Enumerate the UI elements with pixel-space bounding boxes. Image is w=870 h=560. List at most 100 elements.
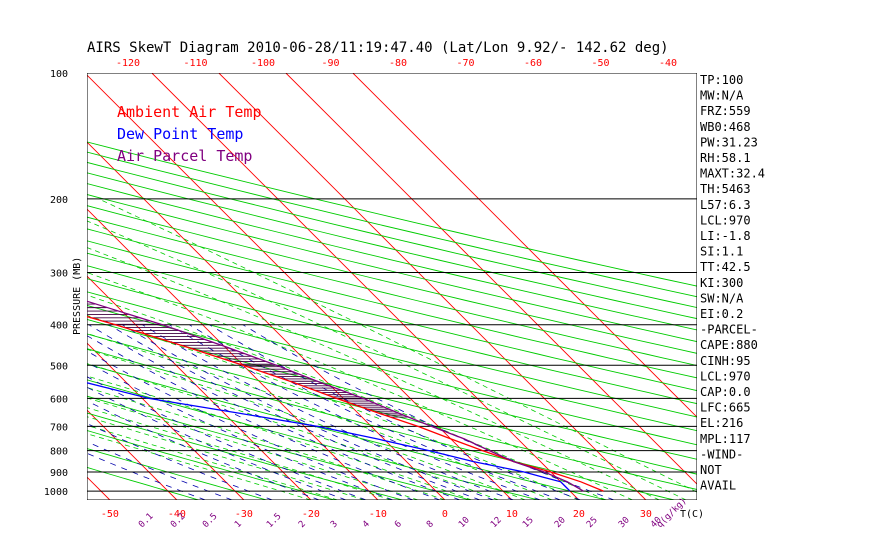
dry-adiabat-line xyxy=(87,194,697,343)
top-temp-tick-label: -50 xyxy=(591,58,609,69)
dry-adiabat-line xyxy=(87,252,697,405)
cape-hatch xyxy=(87,303,409,418)
top-temp-tick-label: -60 xyxy=(524,58,542,69)
dry-adiabat-line xyxy=(87,333,697,490)
index-label: EI:0.2 xyxy=(700,307,743,321)
bottom-temp-tick-label: -40 xyxy=(168,509,186,520)
index-label: MPL:117 xyxy=(700,432,751,446)
mixing-ratio-tick-label: 12 xyxy=(489,515,504,530)
bottom-temp-tick-label: 30 xyxy=(640,509,652,520)
index-label: WB0:468 xyxy=(700,120,751,134)
dry-adiabat-line xyxy=(87,291,697,446)
pressure-tick-label: 800 xyxy=(50,447,68,458)
dry-adiabat-line xyxy=(87,228,697,379)
pressure-tick-label: 900 xyxy=(50,468,68,479)
series-line-dew-point-temp xyxy=(87,382,571,492)
index-label: L57:6.3 xyxy=(700,198,751,212)
index-label: LCL:970 xyxy=(700,369,751,383)
isotherm-line xyxy=(87,141,446,500)
mixing-ratio-tick-label: 1 xyxy=(233,519,244,530)
dry-adiabat-line xyxy=(87,172,697,320)
dry-adiabat-line xyxy=(87,151,697,298)
top-temp-tick-label: -70 xyxy=(456,58,474,69)
legend-entry: Air Parcel Temp xyxy=(117,147,252,165)
top-temp-tick-label: -120 xyxy=(116,58,140,69)
index-label: PW:31.23 xyxy=(700,135,758,149)
bottom-temp-tick-label: -50 xyxy=(101,509,119,520)
mixing-ratio-line xyxy=(121,324,494,500)
legend-entry: Ambient Air Temp xyxy=(117,103,262,121)
mixing-ratio-tick-label: 8 xyxy=(425,519,436,530)
index-label: TP:100 xyxy=(700,73,743,87)
dry-adiabat-line xyxy=(87,363,607,500)
mixing-ratio-tick-label: 20 xyxy=(553,515,568,530)
index-label: LI:-1.8 xyxy=(700,229,751,243)
pressure-tick-label: 400 xyxy=(50,321,68,332)
bottom-temp-tick-label: -10 xyxy=(369,509,387,520)
y-axis-label: PRESSURE (MB) xyxy=(72,257,83,335)
legend: Ambient Air Temp Dew Point Temp Air Parcel… xyxy=(117,103,262,165)
top-temp-tick-label: -100 xyxy=(251,58,275,69)
dry-adiabat-line xyxy=(87,448,267,500)
index-label: SW:N/A xyxy=(700,291,744,305)
mixing-ratio-line xyxy=(87,335,440,500)
series-group xyxy=(87,300,604,492)
moist-adiabat-line xyxy=(87,387,446,500)
bottom-temp-tick-label: 10 xyxy=(506,509,518,520)
legend-entry: Dew Point Temp xyxy=(117,125,243,143)
mixing-ratio-tick-label: 2 xyxy=(297,519,308,530)
mixing-ratio-line xyxy=(87,400,320,500)
mixing-ratio-tick-label: 4 xyxy=(361,519,372,530)
dry-adiabat-line xyxy=(87,141,697,287)
moist-adiabat-line xyxy=(87,397,419,500)
mixing-ratio-tick-label: 25 xyxy=(585,515,600,530)
pressure-tick-label: 300 xyxy=(50,269,68,280)
isotherm-line xyxy=(218,73,647,500)
isotherm-line xyxy=(285,73,697,485)
dry-adiabat-line xyxy=(87,305,697,460)
index-label: TH:5463 xyxy=(700,182,751,196)
index-label: FRZ:559 xyxy=(700,104,751,118)
bottom-temp-tick-label: 20 xyxy=(573,509,585,520)
dry-adiabat-line xyxy=(87,348,675,500)
pressure-tick-label: 600 xyxy=(50,394,68,405)
top-temp-tick-label: -110 xyxy=(183,58,207,69)
index-label: AVAIL xyxy=(700,479,736,493)
dry-adiabat-line xyxy=(87,318,697,475)
index-label: NOT xyxy=(700,463,722,477)
isotherm-line xyxy=(0,73,43,500)
dry-adiabat-line xyxy=(87,412,403,500)
pressure-tick-label: 100 xyxy=(50,69,68,80)
dry-adiabat-line xyxy=(87,240,697,392)
mixing-ratio-tick-label: 0.5 xyxy=(201,512,220,531)
mixing-ratio-tick-label: 6 xyxy=(393,519,404,530)
mixing-ratio-tick-label: 10 xyxy=(457,515,472,530)
bottom-temp-tick-label: -20 xyxy=(302,509,320,520)
index-label: MW:N/A xyxy=(700,89,744,103)
grid xyxy=(0,73,697,500)
isotherm-line xyxy=(87,342,245,500)
index-label: -PARCEL- xyxy=(700,323,758,337)
isotherm-line xyxy=(352,73,697,418)
index-label: SI:1.1 xyxy=(700,245,743,259)
index-label: CINH:95 xyxy=(700,354,751,368)
top-temp-tick-label: -80 xyxy=(389,58,407,69)
dry-adiabat-line xyxy=(87,278,697,432)
index-label: CAP:0.0 xyxy=(700,385,751,399)
bottom-axis-label: T(C) xyxy=(680,509,704,520)
pressure-tick-label: 1000 xyxy=(44,487,68,498)
moist-adiabat-line xyxy=(98,198,697,493)
index-label: LCL:970 xyxy=(700,213,751,227)
top-temp-tick-label: -40 xyxy=(659,58,677,69)
isotherm-line xyxy=(87,275,312,500)
index-label: KI:300 xyxy=(700,276,743,290)
series-line-air-parcel-temp xyxy=(87,300,584,492)
moist-adiabat-line xyxy=(87,363,499,500)
bottom-temp-tick-label: -30 xyxy=(235,509,253,520)
index-label: RH:58.1 xyxy=(700,151,751,165)
top-temp-tick-label: -90 xyxy=(321,58,339,69)
dry-adiabat-line xyxy=(87,205,697,354)
dry-adiabat-line xyxy=(87,161,697,309)
series-line-ambient-air-temp xyxy=(87,315,604,492)
